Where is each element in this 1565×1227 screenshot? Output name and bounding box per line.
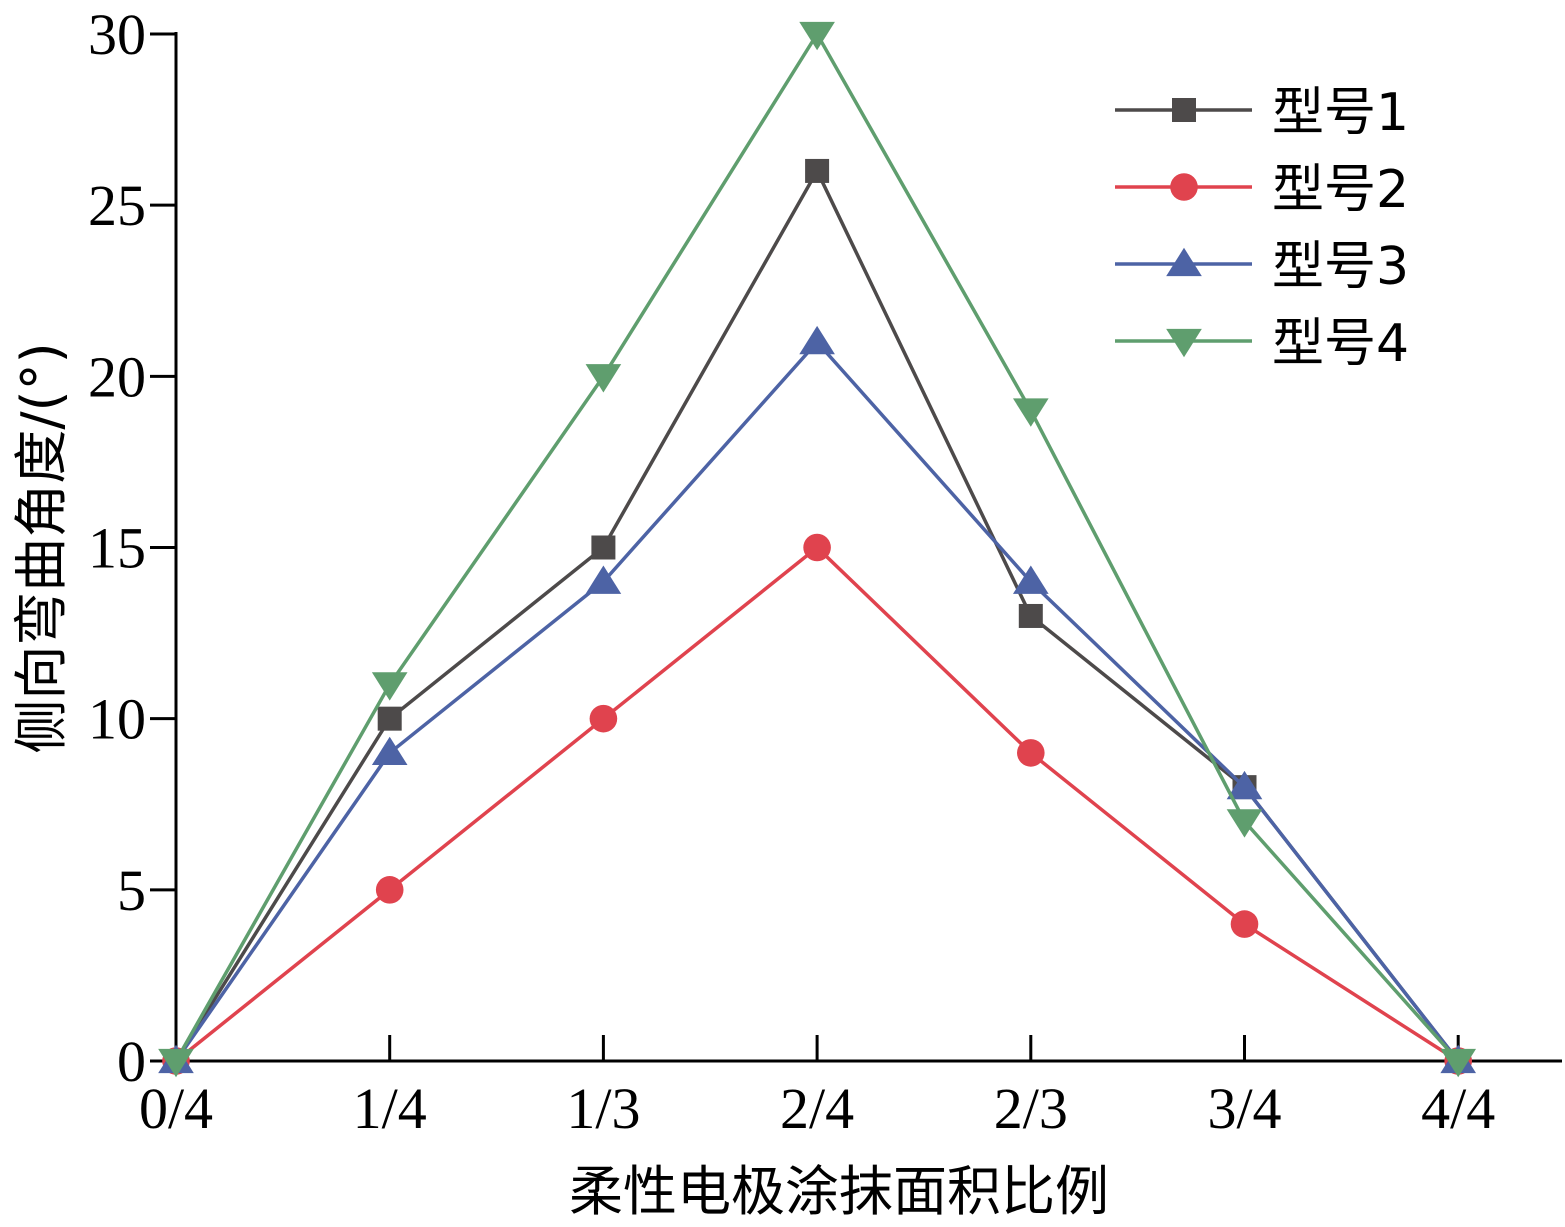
legend-marker xyxy=(1166,328,1202,358)
data-point xyxy=(585,565,622,594)
x-tick-label: 2/3 xyxy=(994,1076,1068,1141)
data-point xyxy=(589,704,618,733)
data-point xyxy=(158,1048,194,1078)
data-point xyxy=(799,21,835,51)
series-3 xyxy=(158,325,1477,1074)
y-tick-label: 0 xyxy=(117,1029,146,1094)
series-4 xyxy=(158,21,1477,1078)
data-point xyxy=(1230,910,1259,938)
data-point xyxy=(375,876,404,904)
x-tick-label: 4/4 xyxy=(1421,1076,1495,1141)
x-axis-title: 柔性电极涂抹面积比例 xyxy=(569,1160,1109,1223)
legend: 型号1 型号2 型号3 型号4 xyxy=(1115,83,1409,374)
y-tick-label: 15 xyxy=(88,516,146,581)
data-point xyxy=(371,736,408,766)
x-tick-label: 1/3 xyxy=(566,1076,640,1141)
data-point xyxy=(1226,770,1263,800)
y-tick-label: 10 xyxy=(88,687,146,752)
legend-item: 型号4 xyxy=(1115,314,1409,374)
legend-label: 型号3 xyxy=(1272,237,1409,297)
x-tick-label: 2/4 xyxy=(780,1076,854,1141)
data-point xyxy=(1018,603,1043,628)
data-point xyxy=(1012,565,1049,594)
x-tick-label: 0/4 xyxy=(139,1076,213,1141)
data-point xyxy=(585,364,622,393)
x-tick-label: 3/4 xyxy=(1207,1076,1281,1141)
data-point xyxy=(805,158,830,183)
y-axis-title: 侧向弯曲角度/(°) xyxy=(10,342,73,753)
series-line xyxy=(174,167,1460,1063)
legend-item: 型号2 xyxy=(1115,160,1409,220)
data-point xyxy=(1017,739,1045,767)
legend-marker xyxy=(1166,247,1202,277)
series-line xyxy=(174,545,1460,1063)
data-point xyxy=(377,706,402,731)
data-point xyxy=(1012,398,1049,427)
legend-marker xyxy=(1170,173,1198,201)
data-point xyxy=(371,672,408,701)
y-tick-label: 25 xyxy=(88,173,146,238)
legend-marker xyxy=(1172,98,1196,122)
data-point xyxy=(1226,809,1263,838)
legend-label: 型号1 xyxy=(1272,83,1409,143)
y-tick-label: 5 xyxy=(117,858,146,923)
series-2 xyxy=(162,533,1472,1075)
data-point xyxy=(803,533,831,562)
data-point xyxy=(591,535,616,560)
x-ticks: 0/4 1/4 1/3 2/4 2/3 3/4 4/4 xyxy=(139,1035,1495,1141)
data-point xyxy=(799,325,835,355)
series-layer xyxy=(158,21,1477,1078)
legend-item: 型号1 xyxy=(1115,83,1409,143)
series-line xyxy=(174,339,1460,1063)
data-point xyxy=(1440,1048,1477,1078)
y-ticks: 0 5 10 15 20 25 30 xyxy=(88,2,176,1094)
legend-label: 型号4 xyxy=(1272,314,1409,374)
legend-label: 型号2 xyxy=(1272,160,1409,220)
y-tick-label: 20 xyxy=(88,344,146,409)
y-tick-label: 30 xyxy=(88,2,146,67)
legend-item: 型号3 xyxy=(1115,237,1409,297)
x-tick-label: 1/4 xyxy=(353,1076,427,1141)
